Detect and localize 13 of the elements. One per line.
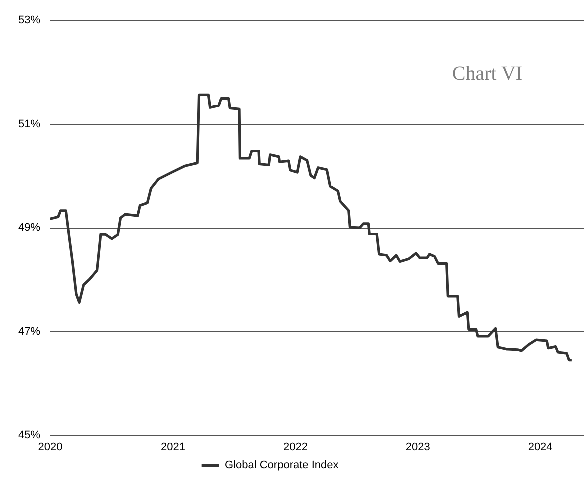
x-tick-label: 2024 — [528, 442, 553, 454]
x-tick-label: 2023 — [406, 442, 430, 454]
x-tick-label: 2021 — [161, 442, 186, 454]
y-tick-label: 53% — [18, 14, 41, 26]
legend-label: Global Corporate Index — [225, 460, 340, 472]
y-tick-label: 51% — [18, 118, 41, 130]
y-tick-label: 45% — [18, 430, 41, 442]
x-tick-label: 2022 — [283, 442, 308, 454]
x-tick-label: 2020 — [38, 442, 63, 454]
line-series — [50, 94, 574, 362]
annotation: Chart VI — [452, 62, 523, 85]
y-tick-label: 49% — [18, 222, 41, 234]
y-tick-label: 47% — [18, 326, 41, 338]
